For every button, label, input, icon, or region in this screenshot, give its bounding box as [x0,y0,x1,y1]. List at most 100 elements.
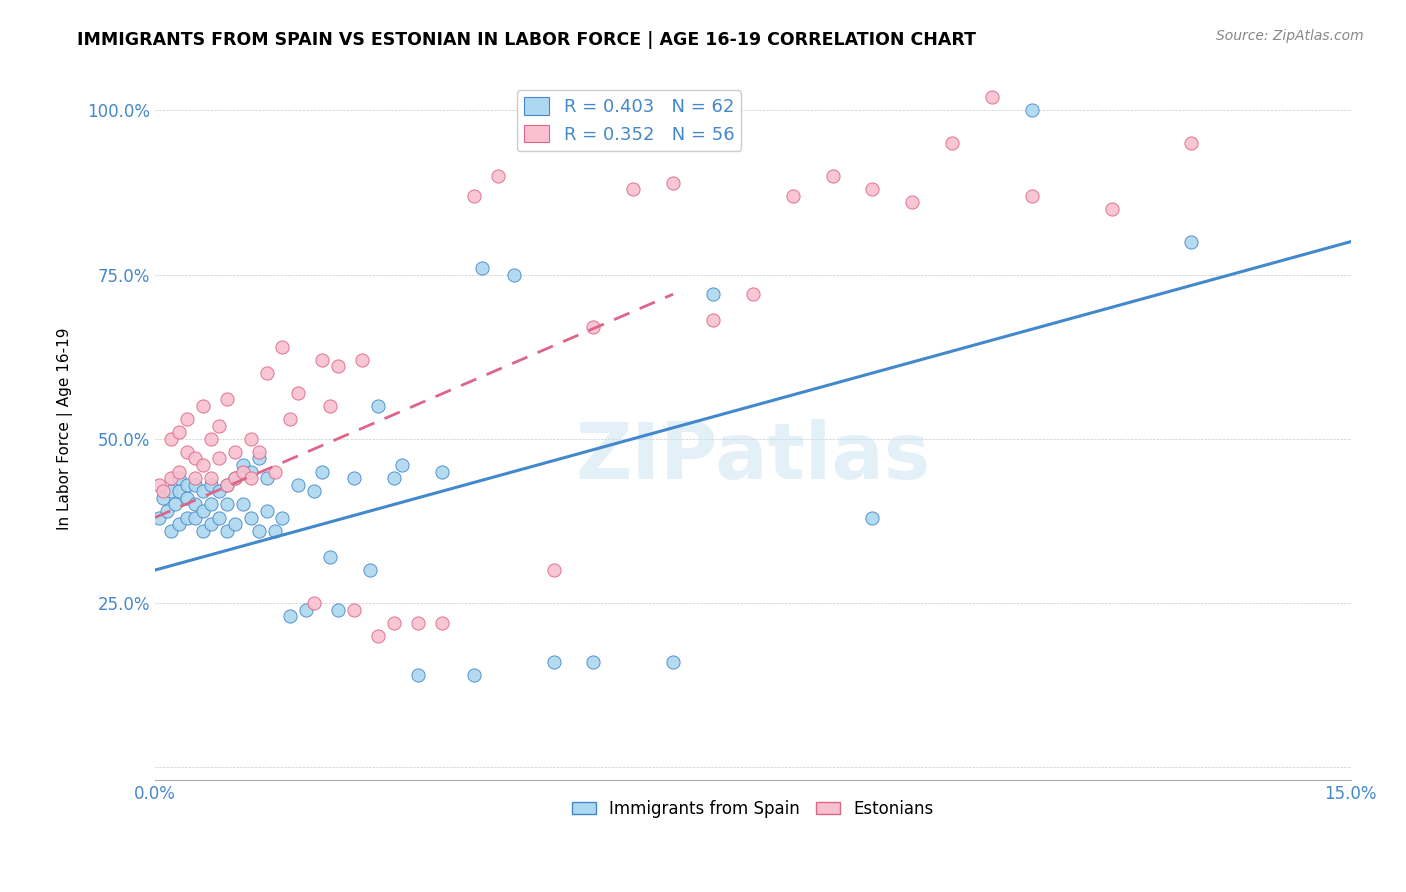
Point [247,451,270,466]
Text: Source: ZipAtlas.com: Source: ZipAtlas.com [1216,29,1364,43]
Point [287,385,309,400]
Point [860,182,883,196]
Point [359,563,381,577]
Point [343,602,366,616]
Point [215,392,238,407]
Point [821,169,844,183]
Point [406,668,429,682]
Point [176,412,198,426]
Point [702,313,724,327]
Point [167,471,190,485]
Point [741,287,763,301]
Point [1180,136,1202,150]
Point [271,510,294,524]
Point [311,465,333,479]
Legend: Immigrants from Spain, Estonians: Immigrants from Spain, Estonians [565,793,941,825]
Point [200,432,222,446]
Point [200,497,222,511]
Point [224,471,246,485]
Point [367,399,389,413]
Point [191,458,214,472]
Point [860,510,883,524]
Point [263,524,285,538]
Point [232,497,254,511]
Point [1180,235,1202,249]
Point [191,484,214,499]
Point [232,458,254,472]
Point [352,352,374,367]
Point [256,504,278,518]
Point [304,596,326,610]
Point [430,615,453,630]
Point [319,549,342,564]
Point [208,451,231,466]
Point [167,517,190,532]
Point [486,169,509,183]
Point [167,425,190,439]
Point [148,477,170,491]
Point [224,517,246,532]
Point [176,510,198,524]
Text: IMMIGRANTS FROM SPAIN VS ESTONIAN IN LABOR FORCE | AGE 16-19 CORRELATION CHART: IMMIGRANTS FROM SPAIN VS ESTONIAN IN LAB… [77,31,976,49]
Point [311,352,333,367]
Point [328,602,350,616]
Point [224,471,246,485]
Point [463,188,485,202]
Point [232,465,254,479]
Point [280,412,302,426]
Point [941,136,963,150]
Point [502,268,524,282]
Point [239,465,262,479]
Point [295,602,318,616]
Point [191,504,214,518]
Point [287,477,309,491]
Point [463,668,485,682]
Point [184,477,207,491]
Point [215,524,238,538]
Point [156,504,179,518]
Point [215,497,238,511]
Point [1021,188,1043,202]
Point [662,655,685,669]
Point [200,477,222,491]
Text: ZIPatlas: ZIPatlas [575,419,931,495]
Point [160,524,183,538]
Point [367,629,389,643]
Point [263,465,285,479]
Point [200,517,222,532]
Point [247,524,270,538]
Point [382,615,405,630]
Point [160,471,183,485]
Point [215,477,238,491]
Point [280,609,302,624]
Point [239,432,262,446]
Point [176,491,198,505]
Point [208,484,231,499]
Point [662,176,685,190]
Point [582,655,605,669]
Point [543,655,565,669]
Point [319,399,342,413]
Point [152,484,174,499]
Point [981,90,1004,104]
Point [160,432,183,446]
Point [343,471,366,485]
Point [430,465,453,479]
Point [471,260,494,275]
Point [406,615,429,630]
Point [208,418,231,433]
Point [239,471,262,485]
Point [176,477,198,491]
Point [176,445,198,459]
Point [247,445,270,459]
Point [184,497,207,511]
Point [702,287,724,301]
Point [543,563,565,577]
Point [163,497,186,511]
Point [901,195,924,210]
Point [224,445,246,459]
Point [1021,103,1043,118]
Point [328,359,350,374]
Point [256,471,278,485]
Point [167,465,190,479]
